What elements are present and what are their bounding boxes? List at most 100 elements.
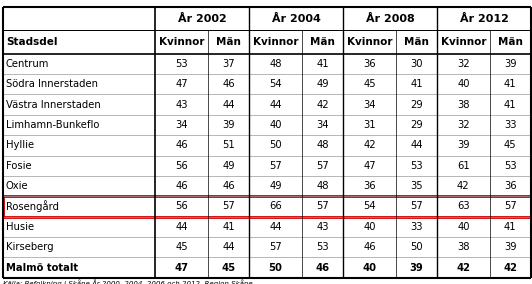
Text: 45: 45	[363, 79, 376, 89]
Text: 42: 42	[363, 140, 376, 150]
Text: 38: 38	[457, 100, 470, 110]
Text: 43: 43	[316, 222, 329, 232]
Text: 42: 42	[503, 263, 517, 273]
Text: Västra Innerstaden: Västra Innerstaden	[6, 100, 101, 110]
Text: 46: 46	[315, 263, 329, 273]
Text: 39: 39	[410, 263, 423, 273]
Text: 41: 41	[504, 100, 517, 110]
Text: 36: 36	[363, 181, 376, 191]
Text: 34: 34	[176, 120, 188, 130]
Text: Malmö totalt: Malmö totalt	[6, 263, 78, 273]
Text: 33: 33	[410, 222, 422, 232]
Text: 50: 50	[410, 242, 423, 252]
Text: Limhamn-Bunkeflo: Limhamn-Bunkeflo	[6, 120, 99, 130]
Text: 40: 40	[363, 222, 376, 232]
Text: 31: 31	[363, 120, 376, 130]
Text: 51: 51	[222, 140, 235, 150]
Text: 44: 44	[176, 222, 188, 232]
Text: 36: 36	[504, 181, 517, 191]
Text: Män: Män	[310, 37, 335, 47]
Text: Kvinnor: Kvinnor	[347, 37, 392, 47]
Text: Män: Män	[404, 37, 429, 47]
Text: 57: 57	[222, 201, 235, 212]
Text: 56: 56	[176, 161, 188, 171]
Text: 45: 45	[504, 140, 517, 150]
Text: 40: 40	[457, 79, 470, 89]
Text: Kvinnor: Kvinnor	[440, 37, 486, 47]
Text: 49: 49	[222, 161, 235, 171]
Text: 57: 57	[410, 201, 423, 212]
Text: 57: 57	[269, 242, 282, 252]
Text: 57: 57	[269, 161, 282, 171]
Text: 54: 54	[269, 79, 282, 89]
Bar	[3, 196, 531, 217]
Text: 36: 36	[363, 59, 376, 69]
Text: Kvinnor: Kvinnor	[253, 37, 298, 47]
Text: 47: 47	[363, 161, 376, 171]
Text: 41: 41	[316, 59, 329, 69]
Text: 46: 46	[176, 181, 188, 191]
Text: 41: 41	[222, 222, 235, 232]
Text: Rosengård: Rosengård	[6, 201, 59, 212]
Text: 44: 44	[222, 242, 235, 252]
Text: 29: 29	[410, 120, 423, 130]
Text: 38: 38	[457, 242, 470, 252]
Text: Oxie: Oxie	[6, 181, 29, 191]
Text: 35: 35	[410, 181, 423, 191]
Text: Källa: Befolkning i Skåne År 2000, 2004, 2006 och 2012. Region Skåne: Källa: Befolkning i Skåne År 2000, 2004,…	[3, 279, 252, 284]
Text: 47: 47	[174, 263, 189, 273]
Text: Södra Innerstaden: Södra Innerstaden	[6, 79, 98, 89]
Text: 37: 37	[222, 59, 235, 69]
Text: 43: 43	[176, 100, 188, 110]
Text: 39: 39	[504, 59, 517, 69]
Text: 47: 47	[176, 79, 188, 89]
Text: 39: 39	[222, 120, 235, 130]
Text: 30: 30	[410, 59, 422, 69]
Text: 53: 53	[504, 161, 517, 171]
Text: 53: 53	[410, 161, 423, 171]
Text: 46: 46	[222, 181, 235, 191]
Text: 32: 32	[457, 59, 470, 69]
Text: 32: 32	[457, 120, 470, 130]
Text: År 2004: År 2004	[272, 14, 321, 24]
Text: 53: 53	[316, 242, 329, 252]
Text: År 2008: År 2008	[365, 14, 414, 24]
Text: 54: 54	[363, 201, 376, 212]
Text: 41: 41	[504, 222, 517, 232]
Text: 48: 48	[316, 181, 329, 191]
Text: 42: 42	[456, 263, 470, 273]
Text: Centrum: Centrum	[6, 59, 49, 69]
Text: Kvinnor: Kvinnor	[159, 37, 204, 47]
Text: 39: 39	[457, 140, 470, 150]
Text: 41: 41	[410, 79, 423, 89]
Text: 50: 50	[269, 263, 282, 273]
Text: 42: 42	[316, 100, 329, 110]
Text: 57: 57	[316, 201, 329, 212]
Text: 50: 50	[269, 140, 282, 150]
Text: 44: 44	[410, 140, 422, 150]
Text: 39: 39	[504, 242, 517, 252]
Text: 63: 63	[457, 201, 470, 212]
Text: Kirseberg: Kirseberg	[6, 242, 54, 252]
Text: Män: Män	[498, 37, 523, 47]
Text: 42: 42	[457, 181, 470, 191]
Text: 56: 56	[176, 201, 188, 212]
Text: 46: 46	[363, 242, 376, 252]
Text: År 2002: År 2002	[178, 14, 227, 24]
Text: 34: 34	[363, 100, 376, 110]
Text: Fosie: Fosie	[6, 161, 31, 171]
Text: 61: 61	[457, 161, 470, 171]
Text: 53: 53	[176, 59, 188, 69]
Text: 34: 34	[316, 120, 329, 130]
Text: 33: 33	[504, 120, 517, 130]
Text: 44: 44	[269, 100, 282, 110]
Text: 41: 41	[504, 79, 517, 89]
Text: 49: 49	[316, 79, 329, 89]
Text: 40: 40	[457, 222, 470, 232]
Text: 48: 48	[269, 59, 282, 69]
Text: 45: 45	[221, 263, 236, 273]
Text: 46: 46	[176, 140, 188, 150]
Text: Hyllie: Hyllie	[6, 140, 34, 150]
Text: 57: 57	[316, 161, 329, 171]
Text: Stadsdel: Stadsdel	[6, 37, 57, 47]
